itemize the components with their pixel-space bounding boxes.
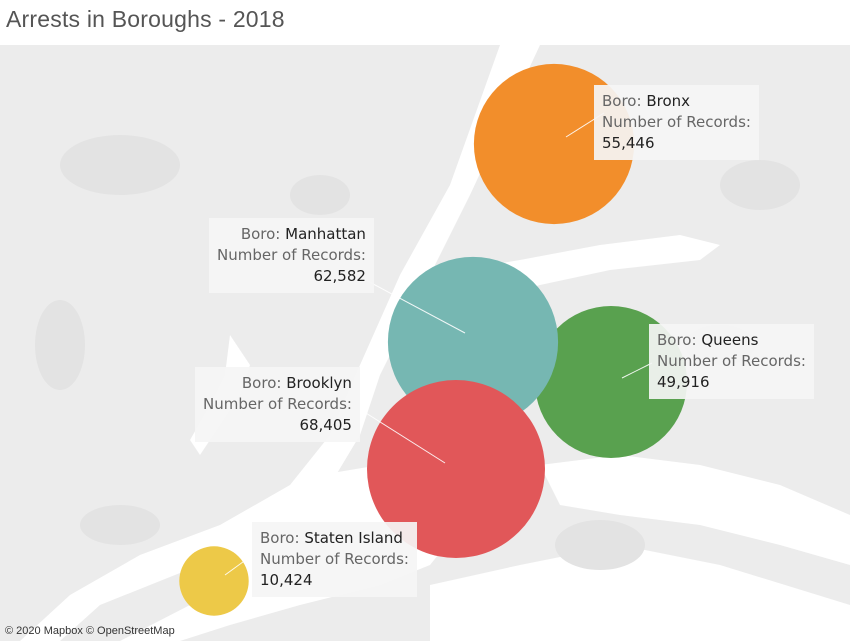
record-count: 62,582 (313, 267, 366, 285)
bubble-staten-island[interactable] (179, 546, 249, 616)
borough-name: Staten Island (304, 529, 403, 547)
record-count: 10,424 (260, 571, 313, 589)
page-title: Arrests in Boroughs - 2018 (6, 6, 285, 32)
leader-line-queens (621, 362, 653, 379)
leader-line-manhattan (359, 276, 466, 334)
tooltip-brooklyn: Boro: Brooklyn Number of Records: 68,405 (195, 367, 360, 442)
map-area[interactable]: Boro: Bronx Number of Records: 55,446 Bo… (0, 45, 850, 641)
borough-name: Bronx (646, 92, 691, 110)
borough-name: Brooklyn (286, 374, 352, 392)
leader-line-brooklyn (357, 407, 446, 464)
record-count: 68,405 (299, 416, 352, 434)
record-count: 55,446 (602, 134, 655, 152)
tooltip-bronx: Boro: Bronx Number of Records: 55,446 (594, 85, 759, 160)
borough-name: Manhattan (285, 225, 366, 243)
bubble-brooklyn[interactable] (367, 380, 545, 558)
tooltip-manhattan: Boro: Manhattan Number of Records: 62,58… (209, 218, 374, 293)
map-attribution[interactable]: © 2020 Mapbox © OpenStreetMap (5, 625, 175, 637)
tooltip-staten-island: Boro: Staten Island Number of Records: 1… (252, 522, 417, 597)
borough-name: Queens (701, 331, 759, 349)
tooltip-queens: Boro: Queens Number of Records: 49,916 (649, 324, 814, 399)
record-count: 49,916 (657, 373, 710, 391)
